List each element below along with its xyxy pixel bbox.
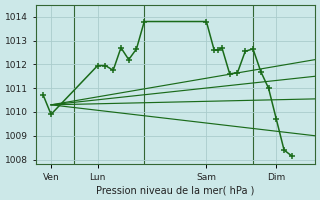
- X-axis label: Pression niveau de la mer( hPa ): Pression niveau de la mer( hPa ): [96, 185, 254, 195]
